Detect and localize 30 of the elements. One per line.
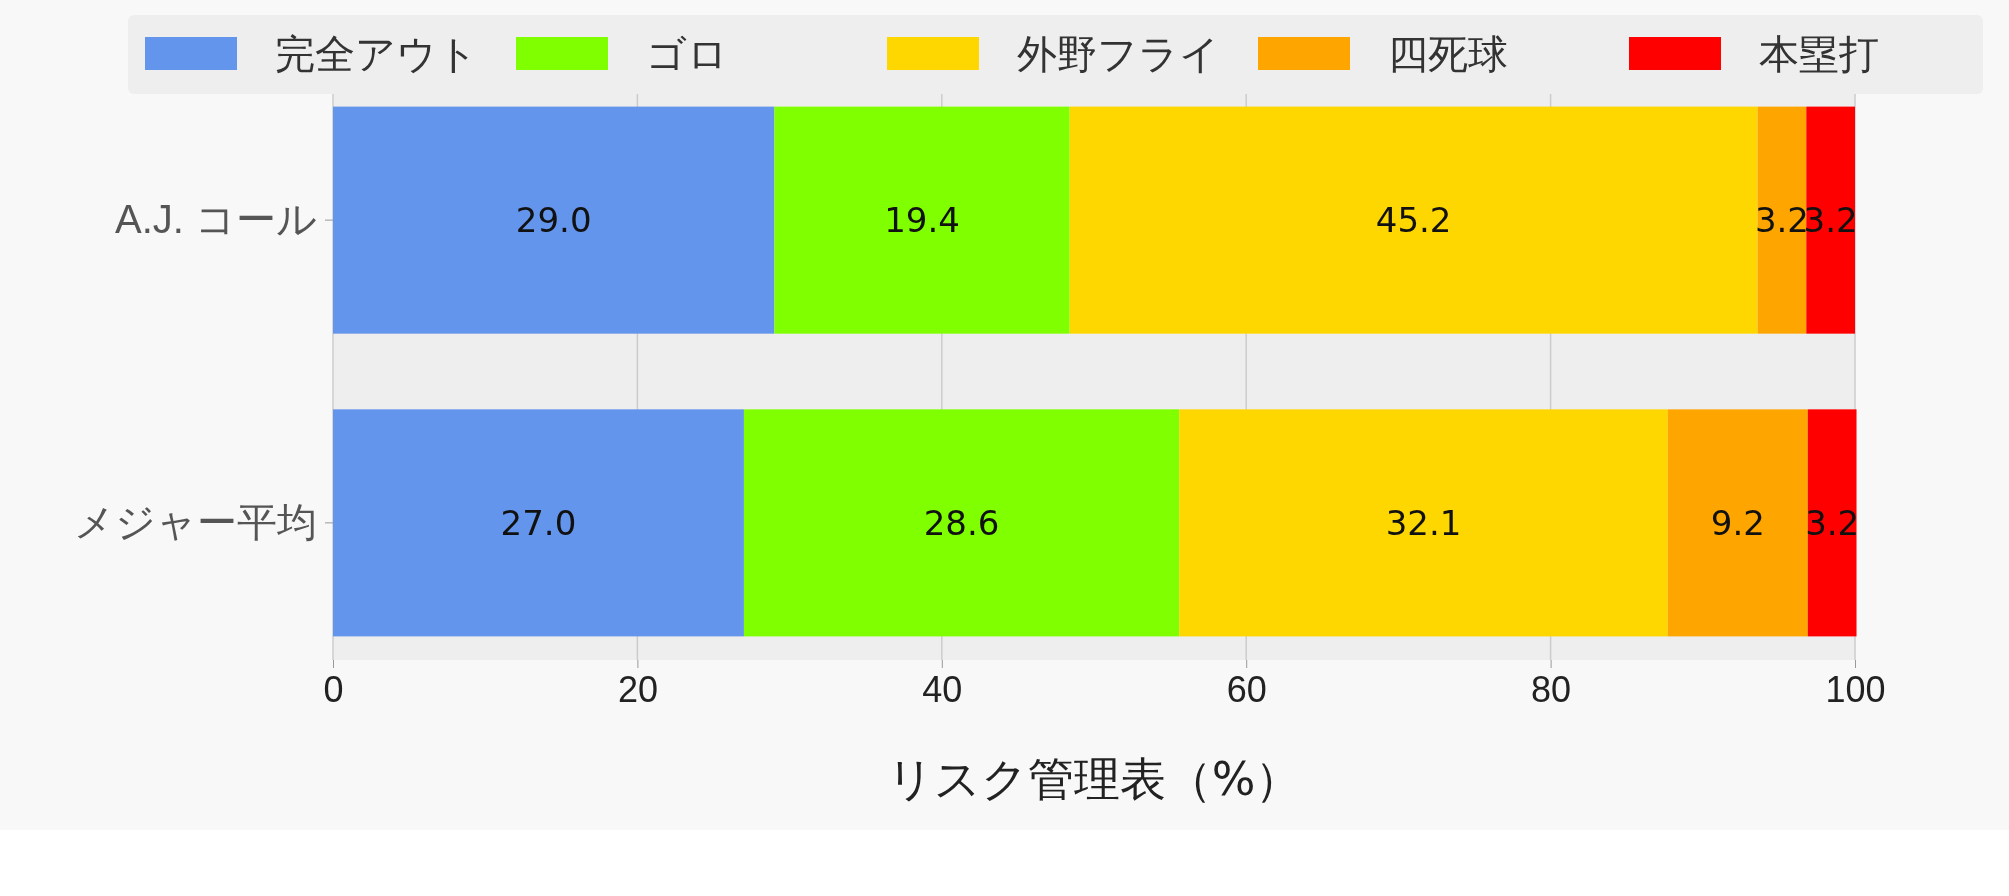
legend-label: 完全アウト bbox=[275, 31, 478, 77]
bar bbox=[1069, 106, 1758, 334]
data-label: 9.2 bbox=[1710, 502, 1765, 543]
bar bbox=[774, 106, 1070, 334]
data-label: 45.2 bbox=[1375, 200, 1452, 241]
bar bbox=[333, 409, 744, 637]
legend-label: ゴロ bbox=[646, 31, 728, 77]
legend-label: 四死球 bbox=[1388, 31, 1508, 77]
bar bbox=[1667, 409, 1808, 637]
bar bbox=[1806, 106, 1855, 334]
x-tick-label: 20 bbox=[617, 668, 658, 710]
legend-label: 本塁打 bbox=[1759, 31, 1879, 77]
data-label: 29.0 bbox=[515, 200, 592, 241]
bar bbox=[1757, 106, 1807, 334]
data-label: 28.6 bbox=[923, 502, 1000, 543]
data-label: 32.1 bbox=[1385, 502, 1462, 543]
legend-label: 外野フライ bbox=[1017, 31, 1220, 77]
y-tick-label: A.J. コール bbox=[114, 196, 317, 241]
bar bbox=[743, 409, 1180, 637]
y-tick-label: メジャー平均 bbox=[74, 499, 317, 544]
x-tick-label: 60 bbox=[1226, 668, 1267, 710]
data-label: 19.4 bbox=[884, 200, 960, 241]
x-tick-label: 80 bbox=[1531, 668, 1572, 710]
x-tick-label: 0 bbox=[323, 668, 344, 710]
bar bbox=[1179, 409, 1668, 637]
x-tick-label: 100 bbox=[1825, 668, 1886, 710]
x-axis-title: リスク管理表（%） bbox=[886, 752, 1302, 806]
data-label: 27.0 bbox=[500, 502, 577, 543]
bar bbox=[333, 106, 775, 334]
x-tick-label: 40 bbox=[922, 668, 963, 710]
